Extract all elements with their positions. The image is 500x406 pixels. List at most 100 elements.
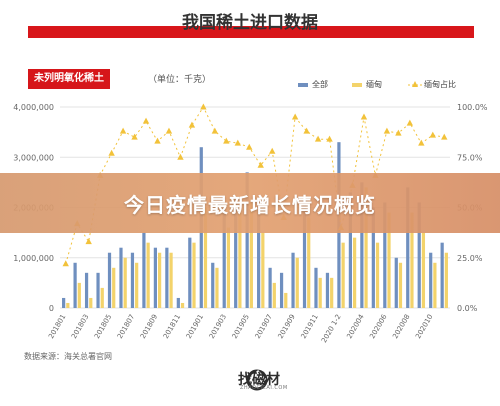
bar-total: [279, 272, 284, 308]
y-left-tick-label: 1,000,000: [13, 254, 54, 263]
bar-myanmar: [387, 212, 391, 308]
legend-label: 缅甸占比: [424, 79, 456, 89]
bar-total: [222, 207, 226, 308]
ratio-marker: [142, 117, 150, 124]
ratio-marker: [418, 139, 425, 146]
x-tick-label: 201907: [254, 313, 274, 340]
legend-marker: [412, 81, 418, 87]
data-source: 数据来源：海关总署官网: [24, 352, 112, 361]
bar-myanmar: [284, 292, 288, 308]
bar-myanmar: [330, 277, 334, 308]
x-tick-label: 201803: [70, 313, 90, 340]
legend-label: 全部: [312, 79, 328, 89]
bars: [62, 142, 448, 308]
y-left-tick-label: 0: [49, 304, 54, 313]
ratio-marker: [360, 113, 368, 120]
ratio-marker: [326, 135, 333, 142]
ratio-marker: [188, 121, 196, 128]
bar-myanmar: [180, 302, 185, 308]
bar-total: [257, 202, 261, 308]
logo-subtext: ZHAOCICAI.COM: [240, 385, 288, 391]
bar-total: [96, 272, 100, 308]
logo-icon: [246, 369, 268, 391]
bar-total: [348, 192, 352, 308]
y-right-tick-label: 0.0%: [457, 304, 478, 313]
x-tick-label: 201809: [139, 313, 159, 340]
bar-myanmar: [341, 242, 345, 308]
x-tick-label: 201801: [47, 313, 67, 340]
bar-total: [188, 237, 192, 308]
y-right-tick-label: 25.0%: [457, 254, 483, 263]
ratio-marker: [131, 133, 138, 140]
bar-myanmar: [169, 252, 173, 308]
x-tick-label: 202004: [345, 313, 366, 341]
ratio-marker: [429, 131, 436, 138]
ratio-marker: [383, 127, 391, 134]
bar-total: [302, 202, 307, 308]
ratio-marker: [406, 119, 414, 126]
bar-myanmar: [112, 267, 116, 308]
bar-total: [406, 187, 410, 308]
ratio-marker: [200, 103, 207, 110]
bar-total: [245, 172, 249, 308]
ratio-marker: [223, 137, 230, 144]
bar-total: [417, 202, 421, 308]
bar-total: [268, 267, 272, 308]
bar-total: [325, 272, 330, 308]
bar-myanmar: [272, 282, 276, 308]
ratio-marker: [269, 147, 276, 154]
x-tick-label: 202010: [414, 313, 434, 340]
y-right-tick-label: 75.0%: [457, 153, 483, 162]
bar-total: [119, 247, 123, 308]
bar-myanmar: [192, 242, 196, 308]
x-tick-label: 201911: [300, 313, 320, 340]
bar-total: [176, 297, 180, 308]
ratio-marker: [441, 133, 448, 140]
bar-total: [291, 252, 295, 308]
bar-total: [383, 202, 387, 308]
y-right-tick-label: 100.0%: [457, 103, 488, 112]
bar-total: [130, 252, 135, 308]
bar-myanmar: [100, 287, 104, 308]
title-band: [28, 26, 474, 38]
bar-total: [107, 252, 112, 308]
x-tick-label: 202008: [391, 313, 411, 340]
x-tick-label: 201811: [162, 313, 182, 340]
x-tick-label: 201805: [93, 313, 113, 340]
ratio-marker: [177, 153, 184, 160]
ratio-marker: [291, 113, 299, 120]
bar-myanmar: [295, 257, 299, 308]
bar-myanmar: [433, 262, 437, 308]
bar-myanmar: [89, 297, 93, 308]
x-tick-label: 2020 1-2: [320, 313, 343, 344]
bar-myanmar: [318, 277, 322, 308]
ratio-line-path: [65, 105, 445, 264]
legend-label: 缅甸: [366, 79, 382, 89]
bar-total: [429, 252, 433, 308]
ratio-marker: [108, 149, 115, 156]
bar-myanmar: [215, 267, 219, 308]
chart-subtitle: 未列明氧化稀土: [28, 69, 110, 89]
bar-total: [371, 207, 375, 308]
bar-myanmar: [398, 262, 403, 308]
bar-myanmar: [66, 302, 70, 308]
bar-total: [73, 262, 77, 308]
ratio-marker: [395, 129, 402, 136]
legend-swatch: [352, 83, 362, 87]
y-left-tick-label: 3,000,000: [13, 153, 54, 162]
x-ticks: 201801 201803 201805 201807 201809 201811 2019…: [47, 313, 434, 345]
ratio-marker: [62, 260, 69, 267]
bar-myanmar: [238, 212, 242, 308]
ratio-marker: [154, 137, 161, 144]
ratio-marker: [314, 135, 322, 142]
bar-myanmar: [135, 262, 139, 308]
x-tick-label: 201807: [116, 313, 136, 340]
ratio-marker: [165, 127, 173, 134]
bar-total: [360, 182, 364, 308]
legend: 全部 缅甸 缅甸占比: [298, 79, 456, 89]
x-tick-label: 201901: [185, 313, 205, 340]
bar-total: [142, 232, 146, 308]
bar-total: [394, 257, 398, 308]
banner-text: 今日疫情最新增长情况概览: [124, 192, 376, 217]
legend-swatch: [298, 83, 308, 87]
